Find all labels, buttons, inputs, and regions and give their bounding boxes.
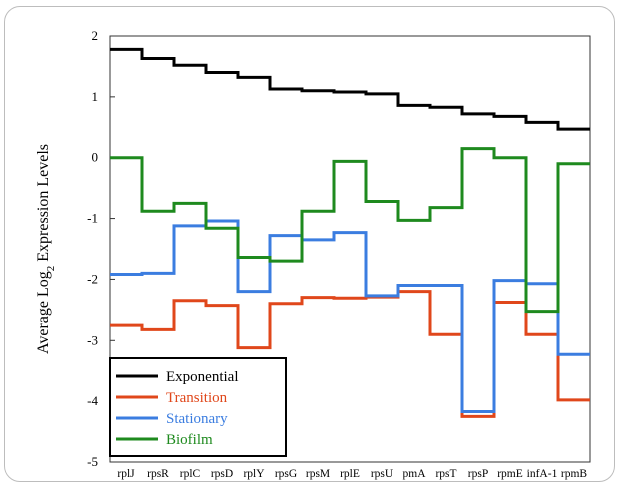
y-tick-label: 2	[92, 28, 99, 43]
plot-area-border	[109, 35, 591, 463]
x-tick-label: rpsP	[468, 468, 488, 480]
x-tick-label: pmA	[403, 468, 427, 480]
series-line-exponential	[110, 47, 590, 131]
x-tick-label: rpmE	[497, 468, 523, 480]
x-tick-label: rplY	[243, 468, 265, 480]
x-tick-label: infA-1	[527, 468, 558, 480]
x-tick-label: rpsR	[147, 468, 169, 480]
series-line-transition	[110, 290, 590, 418]
x-tick-label: rpmB	[561, 468, 588, 480]
legend-label: Stationary	[166, 411, 228, 427]
series-line-biofilm	[110, 147, 590, 314]
x-tick-label: rpsM	[306, 468, 330, 480]
x-tick-label: rplJ	[117, 468, 135, 480]
x-tick-label: rpsG	[275, 468, 297, 480]
y-tick-label: -2	[87, 271, 98, 286]
legend-label: Transition	[166, 390, 228, 406]
tick-labels: 2 1 0 -1 -2 -3 -4 -5 rplJ rpsR rplC rpsD rplY rpsG rps…	[87, 28, 587, 480]
y-tick-label: -1	[87, 211, 98, 226]
y-tick-label: 0	[92, 150, 99, 165]
x-tick-label: rplC	[180, 468, 201, 480]
x-tick-label: rpsU	[371, 468, 394, 480]
legend-label: Biofilm	[166, 432, 213, 448]
y-tick-label: -3	[87, 332, 98, 347]
x-tick-label: rpsT	[435, 468, 456, 480]
y-tick-label: -4	[87, 393, 98, 408]
series-lines	[110, 47, 590, 418]
x-tick-label: rplE	[340, 468, 360, 480]
y-axis-label: Average Log2 Expression Levels	[35, 144, 57, 354]
legend-label: Exponential	[166, 369, 238, 385]
y-tick-label: -5	[87, 454, 98, 469]
chart-frame	[4, 6, 615, 482]
y-tick-label: 1	[92, 89, 99, 104]
series-line-stationary	[110, 219, 590, 413]
x-tick-label: rpsD	[211, 468, 233, 480]
legend: Exponential Transition Stationary Biofilm	[109, 357, 287, 457]
